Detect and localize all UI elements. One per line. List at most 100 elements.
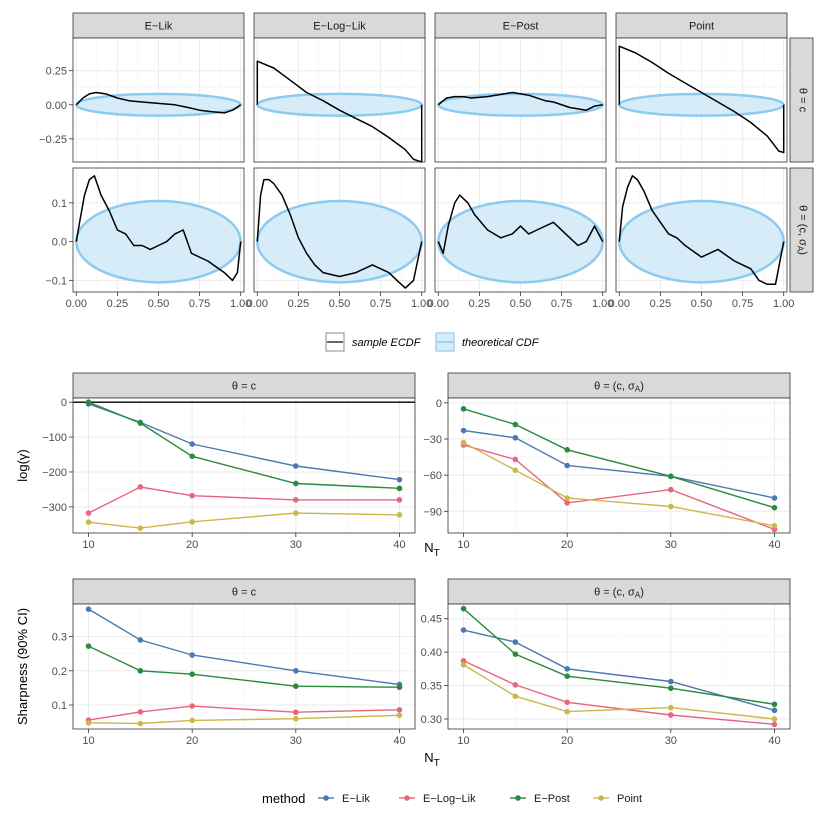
- y-tick-label: −200: [42, 467, 67, 479]
- x-tick-label: 0.50: [510, 298, 531, 310]
- x-tick-label: 10: [457, 735, 469, 747]
- x-tick-label: 10: [457, 539, 469, 551]
- data-point: [189, 671, 195, 678]
- strip-1: [253, 12, 426, 39]
- data-point: [771, 721, 778, 728]
- y-tick-label: 0: [436, 398, 442, 410]
- data-point: [137, 484, 144, 490]
- y-tick-label: −300: [42, 502, 67, 514]
- x-tick-label: 40: [393, 735, 405, 747]
- legend-title-method: method: [262, 791, 305, 806]
- data-point: [512, 651, 519, 657]
- data-point: [564, 708, 570, 715]
- legend-label-method: E−Post: [534, 793, 570, 805]
- strip-0: [72, 12, 245, 39]
- x-tick-label: 40: [768, 539, 780, 551]
- data-point: [293, 480, 299, 487]
- data-point: [460, 662, 467, 668]
- data-point: [668, 704, 674, 711]
- panel-border: [72, 603, 416, 730]
- y-axis-title: log(γ): [15, 449, 30, 482]
- y-tick-label: 0.00: [46, 100, 67, 112]
- y-tick-label: −30: [423, 434, 442, 446]
- data-point: [512, 682, 519, 688]
- log-gamma-panels: θ = c 0 −100 −200 −300 10 20 30 40 θ = (c, σA) 0 −3…: [15, 372, 791, 559]
- data-point: [668, 712, 674, 718]
- strip-label-column: E−Post: [503, 20, 539, 32]
- panel-border: [615, 37, 788, 163]
- data-point: [137, 667, 144, 674]
- data-point: [564, 495, 570, 501]
- y-tick-label: 0.2: [52, 666, 67, 678]
- y-tick-label: 0.45: [421, 614, 442, 626]
- data-point: [512, 467, 519, 474]
- data-point: [564, 500, 570, 506]
- data-point: [460, 658, 467, 664]
- data-point: [396, 485, 403, 492]
- data-point: [564, 699, 570, 706]
- data-point: [512, 456, 519, 463]
- x-tick-label: 30: [665, 735, 677, 747]
- data-point: [396, 684, 403, 691]
- data-point: [668, 685, 674, 692]
- legend-point-method: [404, 795, 410, 801]
- data-point: [668, 678, 674, 685]
- data-point: [189, 519, 195, 525]
- legend-point-method: [598, 795, 604, 801]
- strip-1: [447, 578, 791, 605]
- legend-label-method: E−Lik: [342, 793, 370, 805]
- data-point: [85, 720, 92, 726]
- data-point: [771, 495, 778, 501]
- data-point: [293, 667, 299, 674]
- theoretical-cdf-band: [75, 199, 242, 284]
- y-tick-label: 0.30: [421, 714, 442, 726]
- sample-ecdf-line: [437, 91, 603, 111]
- legend-label-theoretical-cdf: theoretical CDF: [462, 337, 540, 349]
- panel-border: [72, 37, 245, 163]
- x-tick-label: 1.00: [230, 298, 251, 310]
- strip-label-panel: θ = c: [232, 380, 257, 392]
- strip-label-row: θ = (c, σA): [795, 205, 808, 255]
- sample-ecdf-line: [437, 194, 604, 255]
- panel-border: [447, 397, 791, 534]
- data-point: [668, 473, 674, 480]
- data-point: [564, 462, 570, 469]
- strip-label-panel: θ = (c, σA): [594, 586, 644, 599]
- x-tick-label: 0.25: [288, 298, 309, 310]
- x-tick-label: 0.25: [650, 298, 671, 310]
- data-point: [396, 712, 403, 719]
- x-tick-label: 1.00: [592, 298, 613, 310]
- data-point: [668, 503, 674, 510]
- data-point: [564, 666, 570, 672]
- data-point: [189, 453, 195, 460]
- data-point: [771, 504, 778, 511]
- data-point: [460, 439, 467, 446]
- data-point: [771, 707, 778, 714]
- data-point: [396, 707, 403, 713]
- x-tick-label: 30: [290, 539, 302, 551]
- y-tick-label: 0.1: [52, 700, 67, 712]
- theoretical-cdf-band: [256, 92, 423, 117]
- legend-label-method: E−Log−Lik: [423, 793, 476, 805]
- y-tick-label: 0: [61, 397, 67, 409]
- y-tick-label: 0.0: [52, 237, 67, 249]
- x-tick-label: 1.00: [411, 298, 432, 310]
- data-point: [668, 486, 674, 493]
- panel-border: [253, 37, 426, 163]
- data-point: [460, 627, 467, 633]
- data-point: [85, 399, 92, 405]
- y-tick-label: 0.1: [52, 198, 67, 210]
- data-point: [189, 441, 195, 447]
- panel-border: [72, 397, 416, 534]
- x-axis-title: NT: [424, 750, 440, 769]
- data-point: [460, 605, 467, 612]
- data-point: [189, 652, 195, 658]
- data-point: [85, 519, 92, 525]
- legend-label-method: Point: [617, 793, 642, 805]
- data-point: [512, 693, 519, 700]
- data-point: [293, 463, 299, 469]
- data-point: [189, 492, 195, 499]
- data-point: [293, 709, 299, 716]
- sharpness-panels: θ = c 0.3 0.2 0.1 10 20 30 40 θ = (c, σA) 0.45 0.4…: [15, 578, 791, 769]
- data-point: [189, 703, 195, 709]
